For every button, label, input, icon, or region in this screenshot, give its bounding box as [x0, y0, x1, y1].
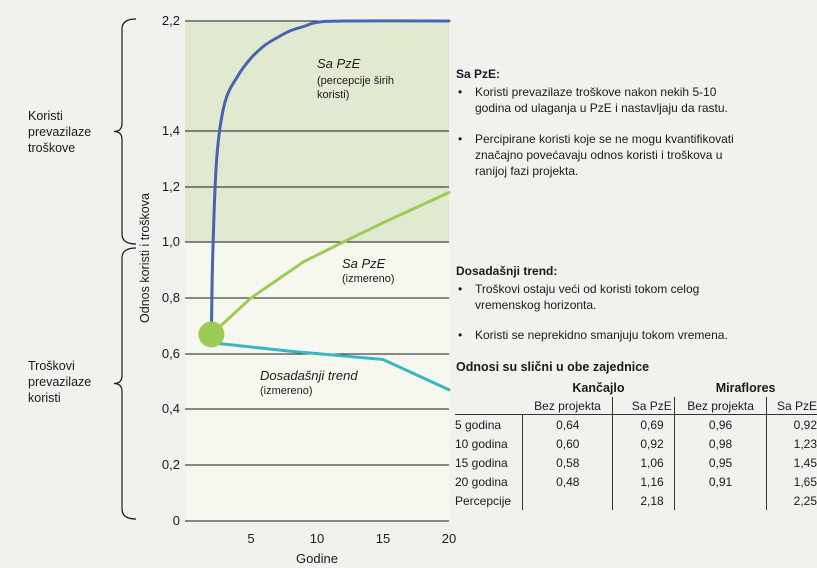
trend-heading: Dosadašnji trend:	[456, 264, 558, 278]
row-label: 20 godina	[455, 472, 524, 491]
series-annotations: Sa PzE (percepcije širih koristi) Sa PzE…	[260, 56, 395, 397]
trend-item: Koristi se neprekidno smanjuju tokom vre…	[456, 327, 805, 343]
cell: 0,92	[612, 434, 675, 453]
x-tick-labels: 5 10 15 20	[247, 531, 456, 546]
y-axis-label: Odnos koristi i troškova	[138, 193, 152, 323]
trend-notes: Dosadašnji trend: Troškovi ostaju veći o…	[456, 263, 796, 358]
brace-upper	[113, 18, 137, 245]
blue-series-note-2: koristi)	[317, 89, 349, 101]
cell: 0,58	[522, 453, 614, 472]
start-point-marker	[198, 321, 225, 348]
ratios-table: Kančajlo Miraflores Bez projekta Sa PzE …	[455, 378, 817, 510]
x-axis-label: Godine	[296, 551, 338, 566]
cell: 2,18	[612, 491, 675, 510]
group-kancajlo: Kančajlo	[572, 380, 625, 395]
y-tick-label: 0	[173, 513, 180, 528]
table-group-row: Kančajlo Miraflores	[455, 378, 817, 397]
y-tick-label: 0,6	[162, 346, 180, 361]
cell: 0,96	[674, 414, 768, 434]
cell: 1,16	[612, 472, 675, 491]
y-tick-label: 1,0	[162, 234, 180, 249]
table-title: Odnosi su slični u obe zajednice	[456, 360, 650, 374]
cell	[674, 491, 768, 510]
y-tick-labels: 0 0,2 0,4 0,6 0,8 1,0 1,2 1,4 2,2	[162, 13, 180, 528]
gridlines	[185, 20, 449, 522]
table-row: 10 godina 0,60 0,92 0,98 1,23	[455, 434, 817, 453]
series-line-1	[209, 191, 451, 336]
shaded-region-1	[185, 242, 449, 521]
y-tick-label: 0,2	[162, 457, 180, 472]
series-line-2	[209, 341, 451, 392]
subheader: Sa PzE	[766, 397, 817, 415]
x-tick-label: 10	[310, 531, 324, 546]
series-lines	[198, 19, 451, 392]
sa-pze-notes: Sa PzE: Koristi prevazilaze troškove nak…	[456, 66, 786, 194]
row-label: Percepcije	[455, 491, 524, 510]
cell: 0,64	[522, 414, 614, 434]
brace-lower	[113, 247, 137, 520]
cell	[522, 491, 614, 510]
teal-series-title: Dosadašnji trend	[260, 368, 358, 383]
trend-item: Troškovi ostaju veći od koristi tokom ce…	[456, 281, 735, 313]
table-row: 20 godina 0,48 1,16 0,91 1,65	[455, 472, 817, 491]
y-tick-label: 2,2	[162, 13, 180, 28]
y-tick-label: 0,4	[162, 401, 180, 416]
x-tick-label: 5	[247, 531, 254, 546]
table-row: 5 godina 0,64 0,69 0,96 0,92	[455, 414, 817, 434]
row-label: 5 godina	[455, 414, 524, 434]
cell: 0,92	[793, 417, 817, 432]
lower-side-label-text: Troškovi prevazilaze koristi	[28, 359, 92, 405]
lower-side-label: Troškovi prevazilaze koristi	[28, 358, 91, 406]
braces	[113, 18, 137, 520]
table-row: 15 godina 0,58 1,06 0,95 1,45	[455, 453, 817, 472]
x-tick-label: 15	[376, 531, 390, 546]
group-miraflores: Miraflores	[715, 380, 776, 395]
teal-series-note: (izmereno)	[260, 385, 313, 397]
x-tick-label: 20	[442, 531, 456, 546]
table-subheader-row: Bez projekta Sa PzE Bez projekta Sa PzE	[455, 397, 817, 415]
sa-pze-item: Koristi prevazilaze troškove nakon nekih…	[456, 84, 730, 116]
blue-series-note-1: (percepcije širih	[317, 75, 394, 87]
sa-pze-heading: Sa PzE:	[456, 67, 501, 81]
subheader: Bez projekta	[522, 397, 614, 415]
subheader: Bez projekta	[674, 397, 768, 415]
cell: 1,23	[793, 436, 817, 451]
row-label: 15 godina	[455, 453, 524, 472]
cell: 2,25	[793, 493, 817, 508]
cell: 0,95	[674, 453, 768, 472]
y-tick-label: 1,2	[162, 179, 180, 194]
green-series-title: Sa PzE	[342, 256, 386, 271]
sa-pze-item: Percipirane koristi koje se ne mogu kvan…	[456, 131, 755, 179]
cell: 0,69	[612, 414, 675, 434]
upper-side-label: Koristi prevazilaze troškove	[28, 108, 91, 156]
cell: 0,98	[674, 434, 768, 453]
cell: 0,60	[522, 434, 614, 453]
cell: 1,65	[793, 474, 817, 489]
subheader: Sa PzE	[612, 397, 675, 415]
cell: 1,06	[612, 453, 675, 472]
green-series-note: (izmereno)	[342, 273, 395, 285]
blue-series-title: Sa PzE	[317, 56, 361, 71]
row-label: 10 godina	[455, 434, 524, 453]
cell: 0,91	[674, 472, 768, 491]
cell: 0,48	[522, 472, 614, 491]
y-tick-label: 1,4	[162, 123, 180, 138]
cell: 1,45	[793, 455, 817, 470]
y-tick-label: 0,8	[162, 290, 180, 305]
upper-side-label-text: Koristi prevazilaze troškove	[28, 109, 92, 155]
table-row: Percepcije 2,18 2,25	[455, 491, 817, 510]
series-line-0	[209, 19, 451, 336]
